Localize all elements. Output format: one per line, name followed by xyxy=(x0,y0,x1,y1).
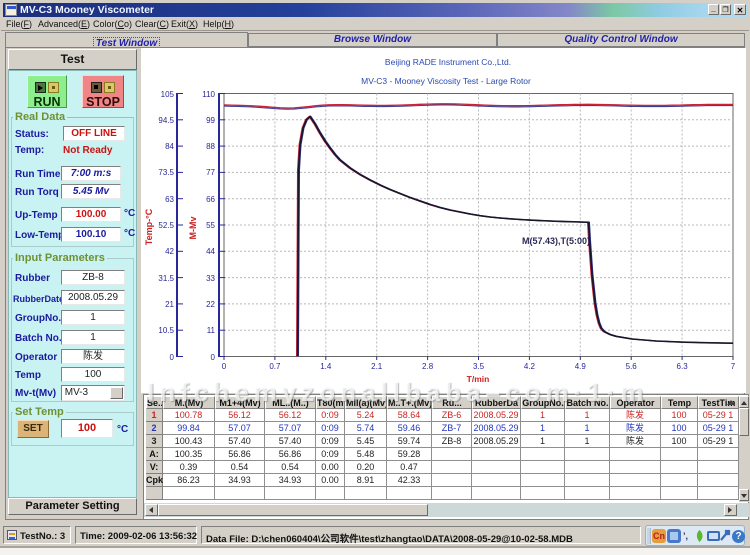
svg-text:77: 77 xyxy=(206,168,215,177)
svg-text:4.9: 4.9 xyxy=(575,362,587,371)
svg-text:21: 21 xyxy=(165,300,174,309)
svg-text:73.5: 73.5 xyxy=(158,168,174,177)
svg-text:63: 63 xyxy=(165,195,174,204)
svg-text:11: 11 xyxy=(207,326,216,335)
svg-text:66: 66 xyxy=(206,195,215,204)
svg-text:T/min: T/min xyxy=(467,374,490,384)
svg-text:M-Mv: M-Mv xyxy=(188,217,198,240)
svg-text:110: 110 xyxy=(202,90,215,99)
svg-text:33: 33 xyxy=(206,274,215,283)
svg-text:M(57.43),T(5:00): M(57.43),T(5:00) xyxy=(522,236,590,246)
svg-text:3.5: 3.5 xyxy=(473,362,485,371)
svg-text:0.7: 0.7 xyxy=(269,362,281,371)
svg-text:88: 88 xyxy=(206,142,215,151)
svg-text:10.5: 10.5 xyxy=(158,326,174,335)
svg-text:55: 55 xyxy=(206,221,215,230)
svg-text:44: 44 xyxy=(206,247,215,256)
svg-text:99: 99 xyxy=(206,116,215,125)
svg-text:4.2: 4.2 xyxy=(524,362,536,371)
svg-text:5.6: 5.6 xyxy=(626,362,638,371)
svg-text:31.5: 31.5 xyxy=(158,274,174,283)
svg-text:1.4: 1.4 xyxy=(320,362,332,371)
svg-text:MV-C3 - Mooney Viscosity Test: MV-C3 - Mooney Viscosity Test - Large Ro… xyxy=(361,76,531,86)
svg-text:105: 105 xyxy=(161,90,175,99)
svg-text:0: 0 xyxy=(222,362,227,371)
svg-text:7: 7 xyxy=(731,362,736,371)
svg-text:2.1: 2.1 xyxy=(371,362,383,371)
svg-text:42: 42 xyxy=(165,247,174,256)
svg-text:2.8: 2.8 xyxy=(422,362,434,371)
svg-text:6.3: 6.3 xyxy=(677,362,689,371)
svg-text:Temp-°C: Temp-°C xyxy=(144,208,154,245)
svg-text:52.5: 52.5 xyxy=(158,221,174,230)
svg-text:84: 84 xyxy=(165,142,174,151)
svg-text:22: 22 xyxy=(206,300,215,309)
svg-text:0: 0 xyxy=(170,353,175,362)
svg-text:Beijing RADE Instrument Co.,Lt: Beijing RADE Instrument Co.,Ltd. xyxy=(385,57,511,67)
svg-text:94.5: 94.5 xyxy=(158,116,174,125)
svg-text:0: 0 xyxy=(211,353,216,362)
